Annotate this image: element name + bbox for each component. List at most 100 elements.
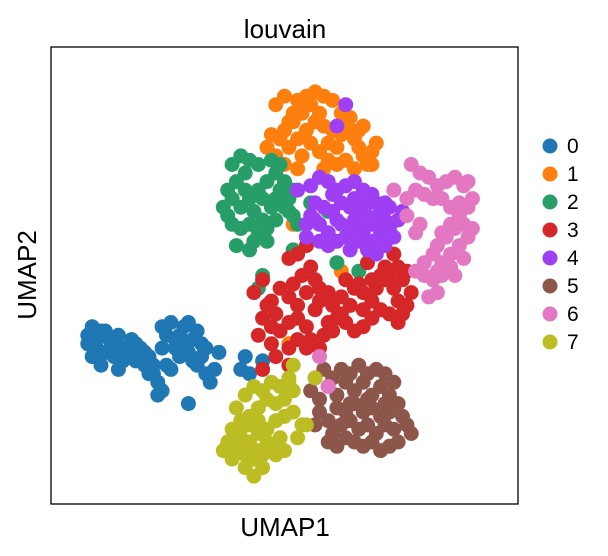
point-cluster-3-50	[268, 349, 284, 365]
point-cluster-6-44	[412, 216, 428, 232]
point-cluster-3-47	[255, 310, 271, 326]
point-cluster-2-38	[242, 242, 257, 258]
point-cluster-3-49	[263, 336, 279, 352]
legend-marker-1	[542, 166, 558, 182]
plot-frame	[50, 46, 519, 505]
x-axis-label: UMAP1	[240, 512, 330, 542]
point-cluster-0-52	[242, 366, 257, 382]
point-cluster-1-33	[368, 135, 384, 151]
point-cluster-6-35	[429, 285, 445, 301]
point-cluster-4-46	[346, 191, 362, 207]
point-cluster-7-13	[228, 400, 244, 416]
point-cluster-5-51	[342, 396, 358, 412]
legend-label-6: 6	[567, 303, 579, 326]
point-cluster-3-5	[290, 297, 306, 313]
point-cluster-7-41	[285, 357, 301, 373]
point-cluster-0-29	[154, 340, 170, 356]
point-cluster-6-43	[429, 263, 445, 279]
point-cluster-3-62	[364, 272, 380, 288]
point-cluster-0-60	[159, 357, 174, 373]
point-cluster-2-39	[259, 233, 275, 249]
point-cluster-4-45	[329, 118, 345, 134]
point-cluster-2-40	[285, 208, 301, 224]
point-cluster-5-36	[303, 383, 319, 399]
point-cluster-3-56	[399, 297, 415, 313]
point-cluster-0-32	[163, 315, 179, 330]
point-cluster-3-64	[255, 361, 271, 377]
point-cluster-4-52	[355, 221, 371, 236]
point-cluster-0-57	[110, 361, 126, 377]
point-cluster-7-40	[298, 417, 314, 433]
point-cluster-1-47	[355, 118, 371, 134]
legend-marker-6	[542, 306, 558, 322]
point-cluster-4-49	[364, 233, 380, 249]
point-cluster-4-48	[312, 233, 327, 249]
y-axis-label: UMAP2	[12, 230, 42, 320]
point-cluster-5-34	[312, 404, 327, 420]
point-cluster-0-56	[93, 357, 109, 373]
point-cluster-2-34	[255, 191, 271, 207]
point-cluster-2-33	[272, 157, 288, 172]
point-cluster-3-0	[246, 285, 262, 301]
point-cluster-1-1	[277, 88, 292, 104]
point-cluster-1-42	[312, 105, 327, 121]
points-layer	[80, 84, 480, 484]
point-cluster-1-46	[364, 157, 380, 172]
point-cluster-1-13	[263, 127, 279, 143]
point-cluster-1-49	[294, 148, 310, 164]
chart-title: louvain	[244, 14, 326, 44]
point-cluster-4-31	[342, 242, 358, 258]
point-cluster-3-37	[316, 327, 332, 343]
point-cluster-3-66	[333, 306, 349, 322]
point-cluster-2-37	[237, 182, 253, 198]
point-cluster-6-14	[464, 191, 480, 207]
point-cluster-1-6	[325, 92, 341, 108]
point-cluster-3-65	[307, 302, 323, 318]
point-cluster-0-8	[97, 323, 113, 339]
point-cluster-0-59	[211, 344, 227, 360]
legend-label-2: 2	[567, 191, 579, 214]
point-cluster-7-36	[259, 434, 275, 450]
point-cluster-6-46	[456, 250, 472, 266]
point-cluster-1-24	[329, 139, 345, 155]
point-cluster-6-36	[399, 208, 415, 224]
point-cluster-2-45	[329, 255, 345, 271]
point-cluster-7-46	[250, 413, 266, 429]
point-cluster-4-29	[368, 216, 384, 232]
point-cluster-6-39	[447, 221, 463, 236]
point-cluster-0-48	[202, 374, 218, 390]
point-cluster-7-38	[277, 443, 292, 459]
point-cluster-1-44	[285, 114, 301, 130]
point-cluster-6-41	[320, 379, 336, 394]
point-cluster-5-52	[360, 391, 375, 407]
point-cluster-3-59	[390, 259, 406, 275]
point-cluster-3-2	[255, 272, 271, 288]
legend: 0 1 2 3 4 5 6 7	[542, 135, 579, 354]
point-cluster-0-50	[180, 396, 196, 412]
legend-label-1: 1	[567, 163, 579, 186]
point-cluster-7-31	[224, 451, 240, 467]
point-cluster-6-40	[312, 349, 327, 365]
point-cluster-3-70	[351, 276, 367, 292]
point-cluster-4-47	[325, 186, 341, 202]
point-cluster-3-48	[250, 327, 266, 343]
point-cluster-2-24	[224, 216, 240, 232]
point-cluster-3-72	[377, 272, 393, 288]
legend-label-3: 3	[567, 219, 579, 242]
point-cluster-7-39	[290, 430, 306, 446]
point-cluster-3-10	[298, 285, 314, 301]
point-cluster-7-42	[281, 374, 297, 390]
legend-marker-4	[542, 250, 558, 266]
point-cluster-4-40	[307, 212, 323, 228]
legend-marker-7	[542, 334, 558, 350]
point-cluster-3-46	[259, 297, 275, 313]
point-cluster-3-53	[298, 340, 314, 356]
point-cluster-5-23	[390, 396, 406, 412]
point-cluster-4-53	[377, 195, 393, 211]
point-cluster-2-27	[268, 212, 284, 228]
point-cluster-6-9	[399, 191, 415, 207]
point-cluster-4-54	[298, 229, 314, 245]
point-cluster-0-26	[150, 387, 166, 403]
point-cluster-3-55	[403, 285, 419, 301]
